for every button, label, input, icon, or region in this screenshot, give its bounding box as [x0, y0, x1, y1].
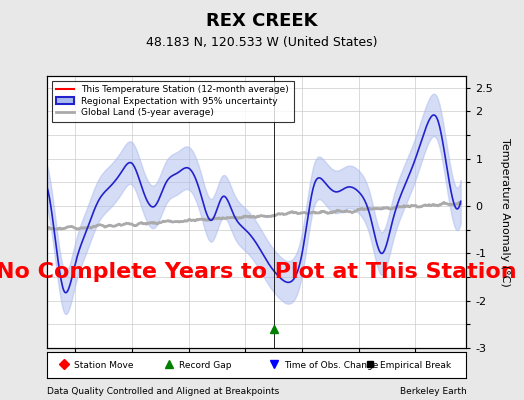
Text: 48.183 N, 120.533 W (United States): 48.183 N, 120.533 W (United States)	[146, 36, 378, 49]
Text: Berkeley Earth: Berkeley Earth	[400, 387, 466, 396]
Text: Empirical Break: Empirical Break	[380, 360, 452, 370]
Text: Time of Obs. Change: Time of Obs. Change	[284, 360, 378, 370]
Y-axis label: Temperature Anomaly (°C): Temperature Anomaly (°C)	[500, 138, 510, 286]
Legend: This Temperature Station (12-month average), Regional Expectation with 95% uncer: This Temperature Station (12-month avera…	[52, 80, 294, 122]
Text: No Complete Years to Plot at This Station: No Complete Years to Plot at This Statio…	[0, 262, 517, 282]
Text: Record Gap: Record Gap	[179, 360, 232, 370]
Text: Data Quality Controlled and Aligned at Breakpoints: Data Quality Controlled and Aligned at B…	[47, 387, 279, 396]
Text: REX CREEK: REX CREEK	[206, 12, 318, 30]
Text: Station Move: Station Move	[74, 360, 134, 370]
